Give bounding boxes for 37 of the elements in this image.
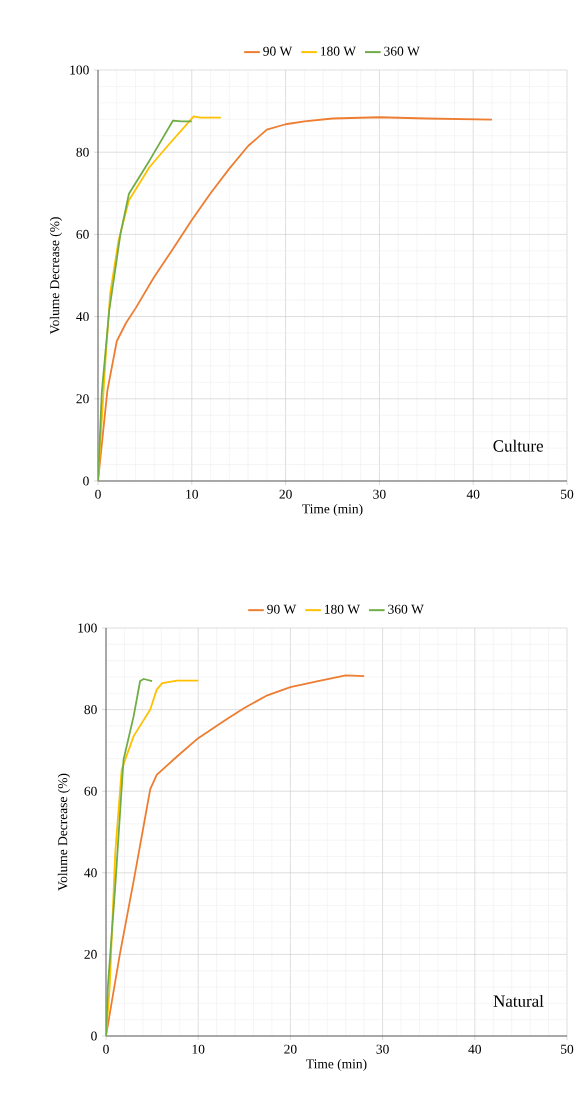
y-axis-title: Volume Decrease (%) [49,217,62,335]
annotation: Natural [493,994,544,1007]
x-tick-label: 30 [376,1044,389,1054]
y-tick-label: 60 [84,786,97,796]
y-axis-title: Volume Decrease (%) [57,773,70,891]
y-tick-label: 0 [91,1031,97,1041]
legend-label: 360 W [388,604,424,614]
x-tick-label: 30 [373,489,386,499]
x-tick-label: 40 [466,489,480,499]
y-tick-label: 80 [84,705,97,715]
x-tick-label: 10 [186,489,199,499]
line-series [98,119,193,481]
y-tick-label: 40 [76,312,89,322]
legend-label: 90 W [263,46,293,56]
y-tick-label: 20 [84,949,97,959]
y-tick-label: 40 [84,868,97,878]
x-tick-label: 50 [561,489,574,499]
x-tick-label: 40 [468,1044,482,1054]
x-tick-label: 20 [279,489,292,499]
line-series [106,678,153,1036]
legend-label: 90 W [267,604,297,614]
legend-label: 180 W [321,46,357,56]
x-axis-title: Time (min) [302,503,363,517]
x-tick-label: 50 [561,1044,574,1054]
y-tick-label: 80 [76,147,89,157]
legend-label: 180 W [325,604,361,614]
annotation: Culture [493,439,543,452]
legend-label: 360 W [384,46,420,56]
y-tick-label: 100 [78,623,97,633]
y-tick-label: 60 [76,229,89,239]
y-tick-label: 0 [83,476,89,486]
x-tick-label: 20 [284,1044,297,1054]
x-tick-label: 10 [192,1044,205,1054]
x-axis-title: Time (min) [306,1058,367,1072]
y-tick-label: 20 [76,394,89,404]
x-tick-label: 0 [103,1044,109,1054]
y-tick-label: 100 [70,65,89,75]
